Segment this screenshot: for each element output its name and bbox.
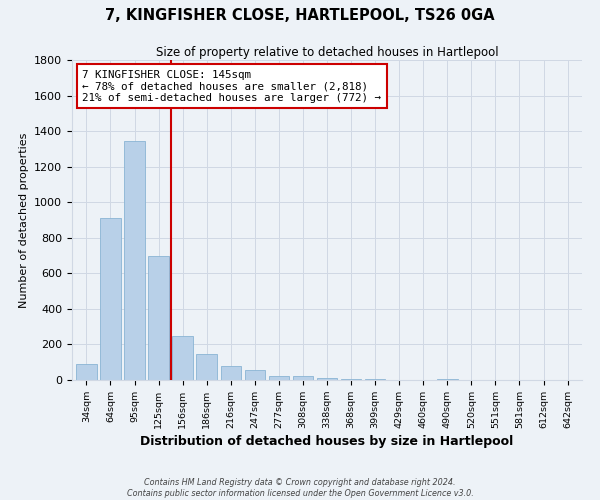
Bar: [172, 336, 193, 380]
Bar: [221, 366, 241, 380]
Bar: [76, 364, 97, 380]
Text: Contains HM Land Registry data © Crown copyright and database right 2024.
Contai: Contains HM Land Registry data © Crown c…: [127, 478, 473, 498]
Bar: [245, 370, 265, 380]
Bar: [269, 376, 289, 380]
Y-axis label: Number of detached properties: Number of detached properties: [19, 132, 29, 308]
Bar: [437, 378, 458, 380]
Bar: [124, 141, 145, 380]
X-axis label: Distribution of detached houses by size in Hartlepool: Distribution of detached houses by size …: [140, 435, 514, 448]
Bar: [317, 378, 337, 380]
Title: Size of property relative to detached houses in Hartlepool: Size of property relative to detached ho…: [155, 46, 499, 59]
Bar: [100, 218, 121, 380]
Bar: [341, 379, 361, 380]
Bar: [196, 354, 217, 380]
Bar: [148, 256, 169, 380]
Text: 7 KINGFISHER CLOSE: 145sqm
← 78% of detached houses are smaller (2,818)
21% of s: 7 KINGFISHER CLOSE: 145sqm ← 78% of deta…: [82, 70, 381, 103]
Text: 7, KINGFISHER CLOSE, HARTLEPOOL, TS26 0GA: 7, KINGFISHER CLOSE, HARTLEPOOL, TS26 0G…: [105, 8, 495, 22]
Bar: [293, 376, 313, 380]
